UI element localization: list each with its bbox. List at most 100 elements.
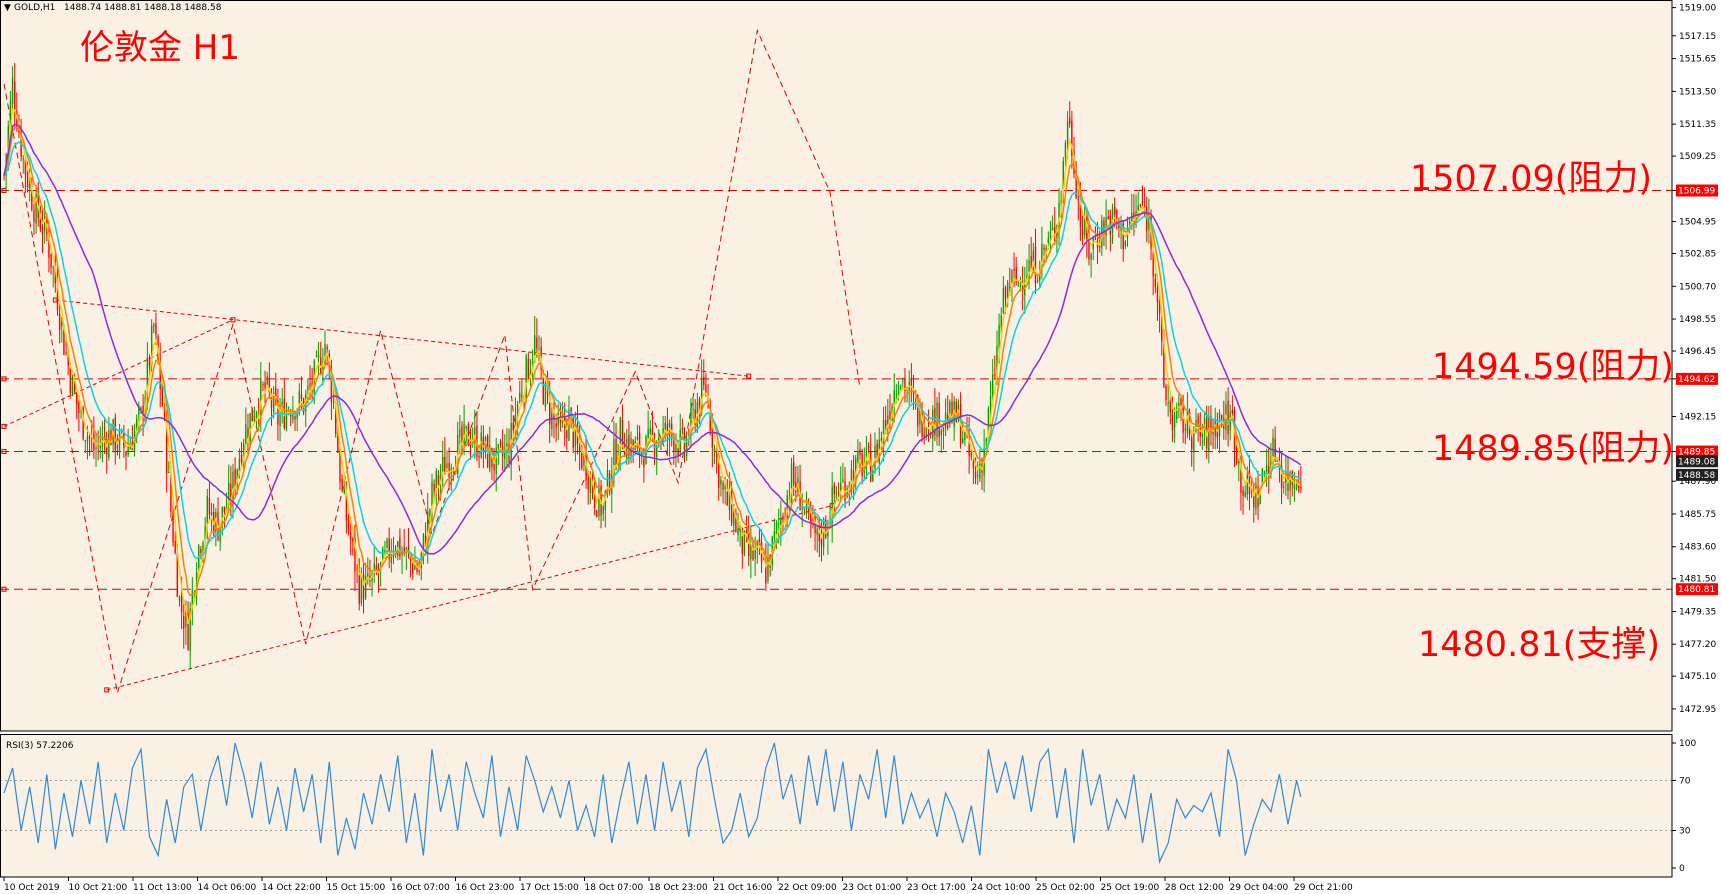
price-panel-frame	[0, 0, 1673, 732]
candle	[750, 525, 752, 579]
price-tag: 1489.85	[1676, 445, 1718, 458]
candle	[1154, 273, 1157, 294]
candle	[116, 434, 119, 456]
x-tick-label: 25 Oct 02:00	[1036, 883, 1095, 893]
candle	[362, 562, 365, 614]
candle	[444, 437, 446, 475]
candle	[822, 517, 825, 556]
trendline-anchor[interactable]	[746, 373, 752, 379]
candle	[792, 455, 795, 497]
candle	[1034, 228, 1037, 294]
candle	[461, 421, 463, 455]
candle	[519, 380, 521, 404]
candle	[1133, 193, 1135, 236]
candle	[407, 528, 410, 559]
level-anchor[interactable]	[1, 376, 7, 382]
candle	[125, 450, 127, 471]
candle	[925, 426, 928, 441]
candle	[200, 546, 202, 560]
candle	[636, 424, 639, 454]
candle	[392, 536, 395, 565]
y-tick-label: 1500.70	[1679, 282, 1716, 292]
candle	[24, 157, 27, 193]
candle	[1265, 448, 1268, 487]
candle	[283, 379, 286, 431]
candle	[1255, 477, 1257, 516]
candle	[1238, 458, 1240, 482]
candle	[1081, 210, 1084, 246]
candle	[790, 457, 793, 507]
trendline[interactable]	[106, 505, 833, 691]
candle	[234, 457, 236, 499]
trendline-anchor[interactable]	[1, 423, 7, 429]
candle	[493, 448, 495, 482]
candle	[431, 473, 433, 523]
candle	[572, 415, 574, 454]
candle	[593, 482, 596, 516]
trendline-anchor[interactable]	[230, 317, 236, 323]
x-tick-label: 18 Oct 23:00	[649, 883, 708, 893]
candle	[551, 403, 553, 437]
chart-ohlc: 1488.74 1488.81 1488.18 1488.58	[64, 3, 222, 13]
level-lines	[0, 188, 1672, 592]
level-anchor[interactable]	[1, 586, 7, 592]
candle	[50, 253, 52, 275]
trendline[interactable]	[3, 319, 234, 427]
candle	[994, 355, 996, 380]
candle	[596, 509, 598, 518]
x-tick-label: 14 Oct 06:00	[198, 883, 257, 893]
candle	[76, 392, 78, 420]
rsi-panel-frame	[0, 734, 1673, 878]
candle	[1242, 486, 1244, 515]
candle	[602, 504, 604, 522]
candle	[1021, 266, 1024, 311]
rsi-tick-label: 70	[1679, 777, 1691, 787]
x-tick-label: 14 Oct 22:00	[262, 883, 321, 893]
candle	[953, 395, 955, 441]
candle	[317, 341, 320, 376]
candle	[1246, 466, 1249, 501]
y-tick-label: 1481.50	[1679, 575, 1716, 585]
price-tag: 1480.81	[1676, 583, 1718, 596]
level-label-3: 1489.85(阻力)	[1432, 429, 1674, 469]
candle	[795, 466, 797, 503]
candle	[58, 299, 61, 344]
level-anchor[interactable]	[1, 449, 7, 455]
x-tick-label: 28 Oct 12:00	[1165, 883, 1224, 893]
candle	[574, 411, 577, 462]
candle	[944, 398, 947, 436]
candle	[93, 416, 95, 460]
candle	[846, 485, 848, 499]
candle	[251, 408, 253, 422]
candle	[168, 461, 170, 474]
candle	[1069, 101, 1071, 128]
candle	[857, 439, 859, 468]
moving-averages	[3, 108, 1302, 625]
y-tick-label: 1502.85	[1679, 250, 1716, 260]
candle	[497, 443, 500, 465]
candle	[174, 531, 176, 555]
candle	[1026, 259, 1028, 281]
trendline[interactable]	[55, 299, 749, 377]
candle	[43, 200, 46, 244]
candle	[690, 398, 692, 448]
svg-text:1494.62: 1494.62	[1678, 375, 1715, 385]
y-tick-label: 1498.55	[1679, 315, 1716, 325]
candle	[367, 557, 369, 585]
candle	[656, 440, 658, 476]
chart-menu-icon[interactable]: ▼	[4, 3, 11, 13]
candle	[272, 385, 275, 419]
candle	[859, 441, 861, 469]
trendline-anchor[interactable]	[104, 687, 110, 693]
candle	[71, 374, 74, 397]
candle	[11, 66, 14, 114]
candle	[354, 524, 356, 591]
candle	[1173, 407, 1176, 443]
candle	[1148, 198, 1150, 244]
candle	[373, 546, 375, 584]
candle	[910, 363, 913, 403]
candle	[103, 419, 106, 454]
x-tick-label: 23 Oct 17:00	[907, 883, 966, 893]
candle	[1041, 226, 1043, 280]
